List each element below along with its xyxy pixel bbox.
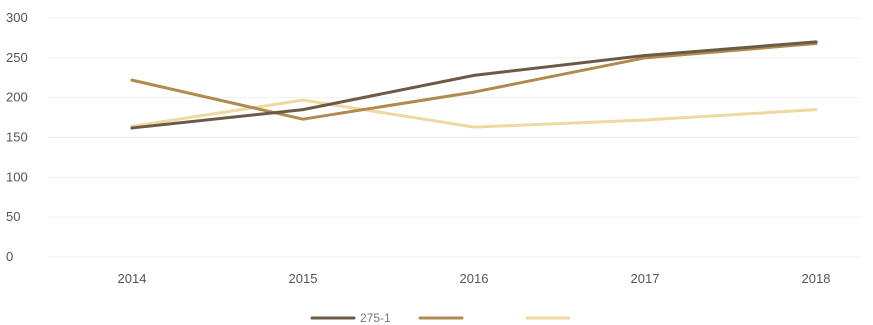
x-tick-label: 2016 (460, 271, 489, 286)
y-tick-label: 50 (6, 209, 20, 224)
data-point-series-1 (814, 40, 818, 44)
legend-label-1: 275-1 (360, 311, 391, 325)
x-axis-tick-labels: 2014 2015 2016 2017 2018 (118, 271, 831, 286)
data-point-series-2 (643, 56, 647, 60)
data-point-series-2 (130, 78, 134, 82)
y-tick-label: 200 (6, 90, 28, 105)
series-lines (130, 40, 818, 130)
data-point-series-1 (130, 126, 134, 130)
x-tick-label: 2017 (631, 271, 660, 286)
data-point-series-1 (643, 53, 647, 57)
y-tick-label: 100 (6, 169, 28, 184)
data-point-series-3 (643, 118, 647, 122)
y-tick-label: 250 (6, 50, 28, 65)
x-tick-label: 2014 (118, 271, 147, 286)
x-tick-label: 2018 (802, 271, 831, 286)
legend: 275-1 (310, 311, 571, 325)
y-tick-label: 150 (6, 130, 28, 145)
data-point-series-1 (301, 108, 305, 112)
y-tick-label: 300 (6, 10, 28, 25)
data-point-series-2 (472, 90, 476, 94)
data-point-series-3 (814, 108, 818, 112)
series-line-2 (130, 41, 818, 121)
y-tick-label: 0 (6, 249, 13, 264)
data-point-series-2 (301, 117, 305, 121)
data-point-series-1 (472, 73, 476, 77)
x-tick-label: 2015 (289, 271, 318, 286)
data-point-series-3 (301, 98, 305, 102)
y-axis-tick-labels: 0 50 100 150 200 250 300 (6, 10, 28, 264)
gridlines (48, 17, 860, 258)
data-point-series-3 (472, 125, 476, 129)
